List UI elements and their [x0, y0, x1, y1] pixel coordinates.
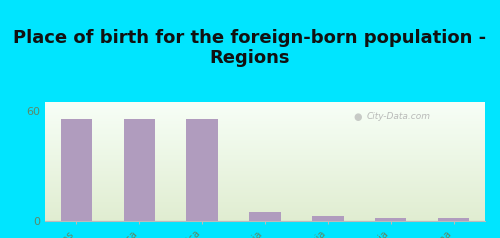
Bar: [375, 218, 406, 221]
Text: City-Data.com: City-Data.com: [366, 112, 430, 121]
Bar: [60, 119, 92, 221]
Text: Place of birth for the foreign-born population -
Regions: Place of birth for the foreign-born popu…: [14, 29, 486, 67]
Bar: [312, 216, 344, 221]
Bar: [250, 212, 280, 221]
Text: ●: ●: [353, 112, 362, 122]
Bar: [438, 218, 470, 221]
Bar: [124, 119, 155, 221]
Bar: [186, 119, 218, 221]
